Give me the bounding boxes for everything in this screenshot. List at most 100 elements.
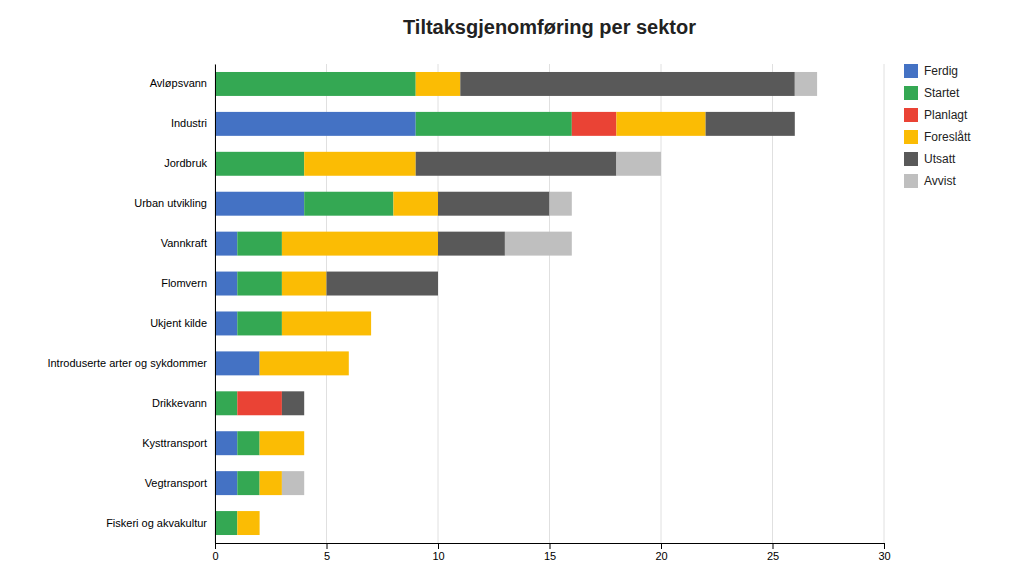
tick-label: Drikkevann: [152, 397, 207, 409]
legend-swatch: [904, 130, 918, 144]
bar: [438, 272, 439, 296]
legend-item: Startet: [904, 86, 960, 100]
bar: [371, 311, 372, 335]
series: [237, 72, 705, 535]
series: [215, 72, 572, 535]
grid: [215, 64, 884, 543]
bar: [260, 471, 282, 495]
tick-mark: [327, 543, 328, 549]
tick: Avløpsvann: [150, 77, 215, 89]
bar: [460, 72, 795, 96]
tick-label: Jordbruk: [164, 157, 207, 169]
bar: [215, 192, 304, 216]
tick-label: Kysttransport: [142, 437, 207, 449]
grid-line: [215, 64, 216, 543]
legend-swatch: [904, 64, 918, 78]
tick-label: 30: [878, 550, 890, 562]
legend-label: Planlagt: [924, 108, 968, 122]
legend-swatch: [904, 174, 918, 188]
bar: [215, 511, 237, 535]
tick-label: 0: [212, 550, 218, 562]
bar: [505, 232, 572, 256]
bar: [282, 391, 304, 415]
bar: [259, 511, 260, 535]
tick: Flomvern: [161, 277, 215, 289]
bar: [260, 351, 349, 375]
series: [282, 72, 795, 415]
tick-mark: [215, 543, 216, 549]
tick: Kysttransport: [142, 437, 215, 449]
bar: [795, 72, 817, 96]
bar: [304, 431, 305, 455]
tick-label: 20: [655, 550, 667, 562]
bar: [616, 112, 705, 136]
tick-mark: [661, 543, 662, 549]
bars: [215, 72, 817, 535]
tick-label: Fiskeri og akvakultur: [106, 517, 207, 529]
legend-swatch: [904, 86, 918, 100]
bar: [416, 112, 572, 136]
bar: [282, 232, 438, 256]
tick: 30: [878, 543, 890, 562]
tick-label: Vegtransport: [145, 477, 207, 489]
legend-item: Planlagt: [904, 108, 968, 122]
tick: 10: [432, 543, 444, 562]
bar: [304, 192, 393, 216]
legend-item: Ferdig: [904, 64, 958, 78]
tick-mark: [884, 543, 885, 549]
bar: [572, 112, 617, 136]
bar: [215, 311, 237, 335]
tick-label: Vannkraft: [161, 237, 207, 249]
tick: 20: [655, 543, 667, 562]
tick-label: Urban utvikling: [134, 197, 207, 209]
legend-swatch: [904, 152, 918, 166]
bar: [215, 152, 304, 176]
tick-mark: [773, 543, 774, 549]
plot: 051015202530AvløpsvannIndustriJordbrukUr…: [47, 64, 890, 562]
tick: 25: [767, 543, 779, 562]
bar: [215, 72, 416, 96]
bar: [304, 431, 305, 455]
legend-item: Avvist: [904, 174, 956, 188]
bar: [215, 431, 237, 455]
legend-label: Utsatt: [924, 152, 956, 166]
bar: [237, 272, 282, 296]
tick: 0: [212, 543, 218, 562]
tick: Jordbruk: [164, 157, 215, 169]
bar: [416, 72, 461, 96]
bar: [304, 391, 305, 415]
title: Tiltaksgjenomføring per sektor: [403, 16, 696, 38]
legend-label: Avvist: [924, 174, 956, 188]
axis-line: [215, 65, 216, 544]
bar: [282, 471, 304, 495]
bar: [215, 232, 237, 256]
tick-mark: [550, 543, 551, 549]
legend-label: Startet: [924, 86, 960, 100]
bar: [282, 311, 371, 335]
tick: Drikkevann: [152, 397, 215, 409]
tick: Introduserte arter og sykdommer: [47, 357, 215, 369]
tick-label: Introduserte arter og sykdommer: [47, 357, 207, 369]
bar: [416, 152, 617, 176]
series: [237, 112, 616, 415]
tick-label: Industri: [171, 117, 207, 129]
tick-label: Avløpsvann: [150, 77, 207, 89]
series: [282, 72, 817, 495]
bar: [550, 192, 572, 216]
bar: [327, 272, 439, 296]
bar: [237, 511, 259, 535]
legend: FerdigStartetPlanlagtForeslåttUtsattAvvi…: [904, 64, 971, 188]
tick-label: 25: [767, 550, 779, 562]
legend-item: Utsatt: [904, 152, 956, 166]
tick: 15: [544, 543, 556, 562]
grid-line: [884, 64, 885, 543]
tick: Industri: [171, 117, 215, 129]
bar: [237, 391, 282, 415]
bar: [393, 192, 438, 216]
tick: Vegtransport: [145, 477, 215, 489]
bar: [794, 112, 795, 136]
tick-label: Ukjent kilde: [150, 317, 207, 329]
bar: [215, 272, 237, 296]
tick: Urban utvikling: [134, 197, 215, 209]
tick-label: 15: [544, 550, 556, 562]
